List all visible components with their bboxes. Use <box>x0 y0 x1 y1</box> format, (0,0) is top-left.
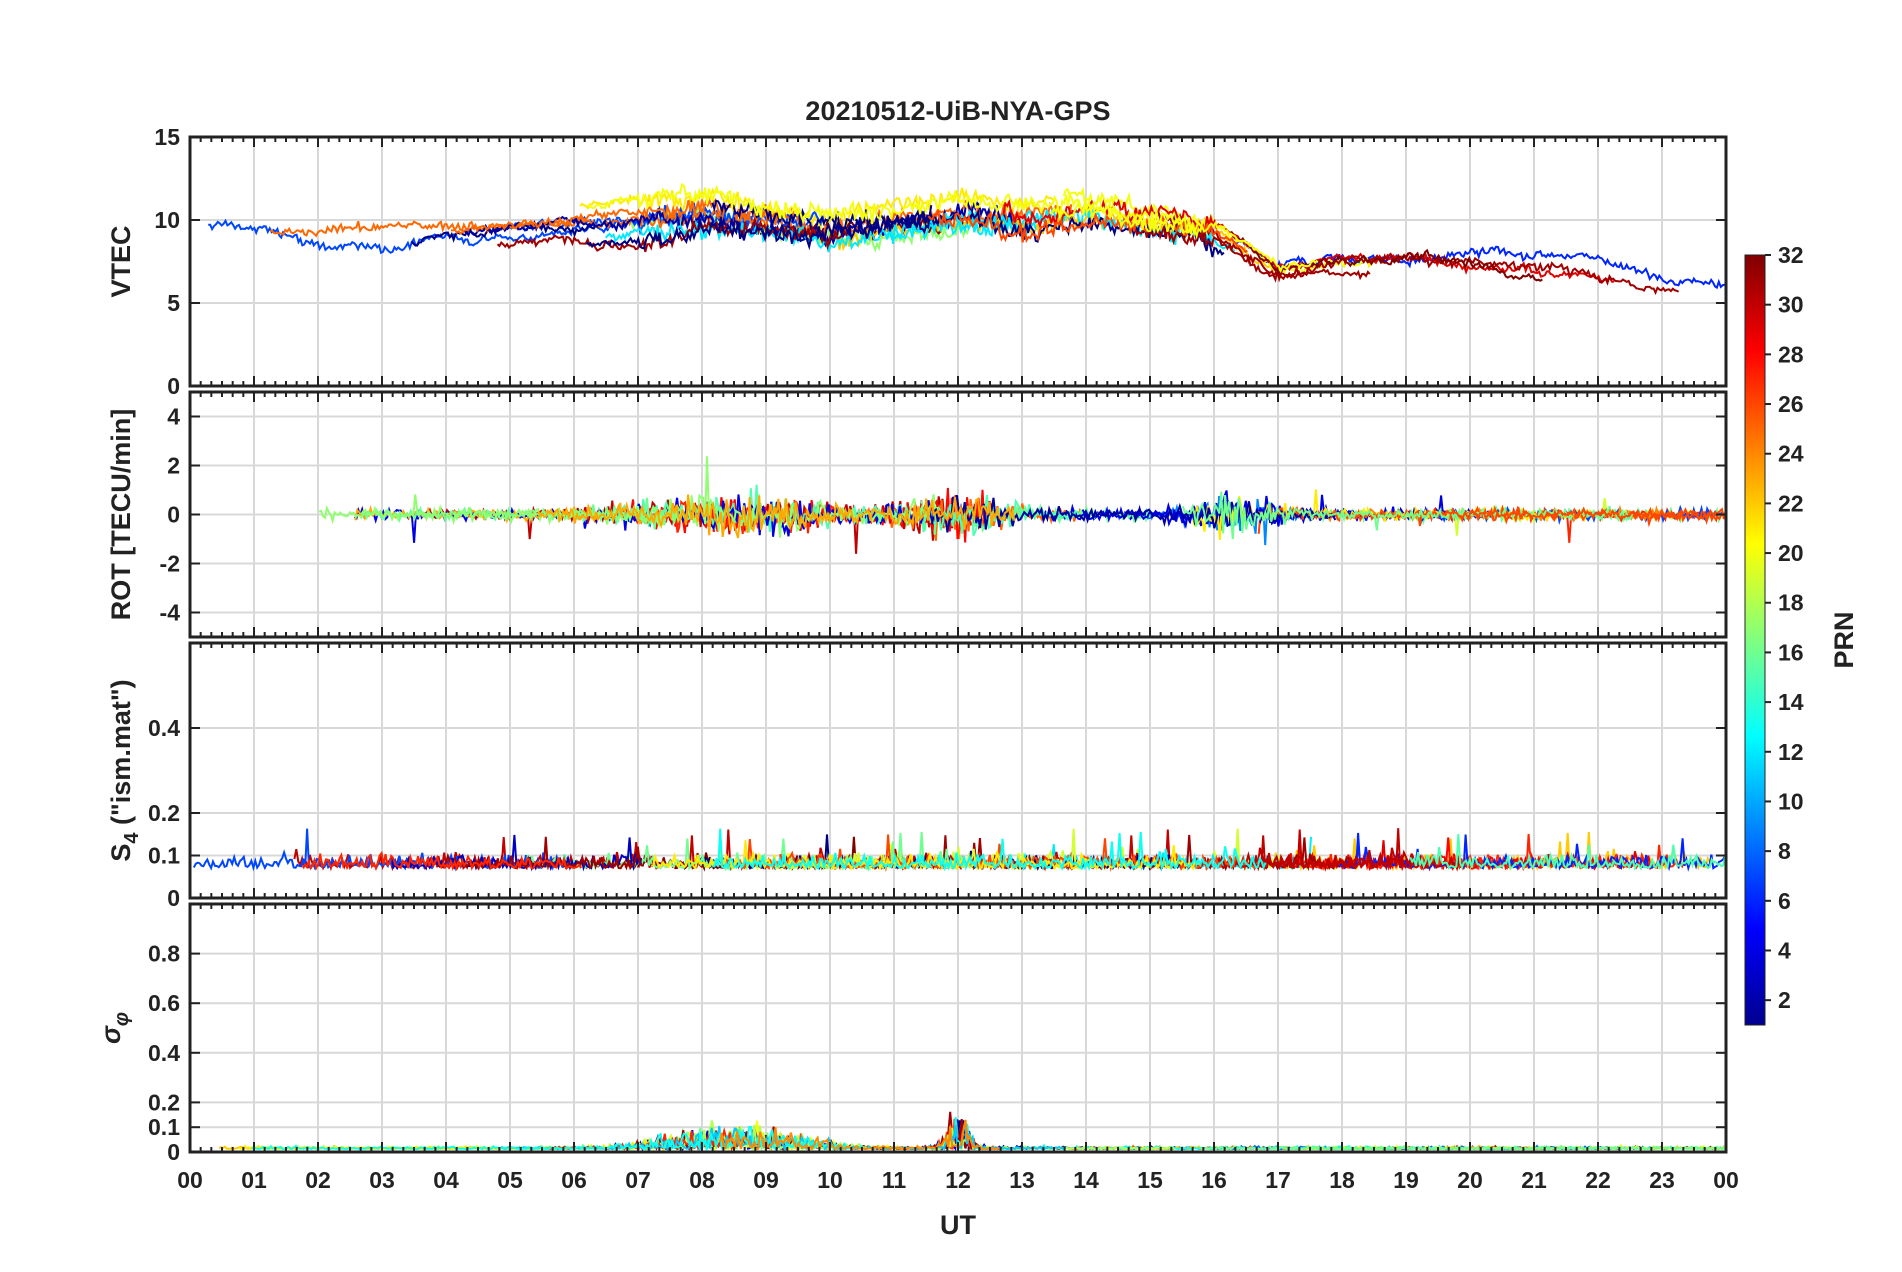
x-tick-label: 04 <box>433 1167 459 1193</box>
colorbar-tick-label: 20 <box>1778 540 1804 566</box>
colorbar-tick-label: 10 <box>1778 788 1804 814</box>
y-axis-label-s4: S4 ("ism.mat") <box>106 679 143 861</box>
trace-prn <box>1230 230 1543 282</box>
x-tick-label: 00 <box>1713 1167 1739 1193</box>
x-tick-label: 13 <box>1009 1167 1035 1193</box>
panel-vtec-traces <box>208 182 1725 296</box>
y-tick-label: 4 <box>167 404 180 430</box>
y-tick-label: 5 <box>167 290 180 316</box>
y-tick-label: 10 <box>154 207 180 233</box>
x-tick-label: 20 <box>1457 1167 1483 1193</box>
trace-prn <box>1409 833 1727 871</box>
colorbar-tick-label: 16 <box>1778 639 1804 665</box>
trace-prn <box>318 456 941 538</box>
x-tick-label: 17 <box>1265 1167 1291 1193</box>
x-tick-label: 01 <box>241 1167 267 1193</box>
colorbar-tick-label: 24 <box>1778 441 1804 467</box>
colorbar-tick-label: 18 <box>1778 590 1804 616</box>
colorbar-label: PRN <box>1829 611 1859 668</box>
trace-prn <box>537 494 1016 539</box>
panel-s4-traces <box>192 828 1727 872</box>
y-tick-label: -2 <box>160 551 180 577</box>
trace-prn <box>302 850 583 872</box>
x-tick-label: 00 <box>177 1167 203 1193</box>
y-tick-label: 0.2 <box>148 1089 180 1115</box>
colorbar-tick-label: 28 <box>1778 341 1804 367</box>
y-tick-label: 0.1 <box>148 843 180 869</box>
x-tick-label: 18 <box>1329 1167 1355 1193</box>
trace-prn <box>859 1120 1191 1151</box>
trace-prn <box>1132 223 1680 296</box>
y-tick-label: 2 <box>167 453 180 479</box>
y-tick-label: 0.4 <box>148 1040 180 1066</box>
colorbar-tick-label: 12 <box>1778 739 1804 765</box>
panel-rot: -4 -2 0 2 4 ROT [TECU/min] <box>106 390 1728 639</box>
colorbar-tick-label: 14 <box>1778 689 1804 715</box>
y-tick-label: 0 <box>167 1139 180 1165</box>
x-tick-label: 16 <box>1201 1167 1227 1193</box>
trace-prn <box>1269 1144 1726 1151</box>
panel-vtec: 0 5 10 15 VTEC <box>106 124 1728 399</box>
panel-s4: 0 0.1 0.2 0.4S4 ("ism.mat") <box>106 641 1728 911</box>
colorbar-tick-label: 26 <box>1778 391 1804 417</box>
trace-prn <box>1049 199 1318 274</box>
colorbar-tick-label: 8 <box>1778 838 1791 864</box>
x-tick-label: 21 <box>1521 1167 1547 1193</box>
y-tick-label: 0 <box>167 502 180 528</box>
trace-prn <box>1440 506 1727 528</box>
colorbar-tick-label: 4 <box>1778 937 1791 963</box>
x-tick-label: 15 <box>1137 1167 1163 1193</box>
trace-prn <box>769 1118 1335 1151</box>
colorbar-tick-label: 22 <box>1778 490 1804 516</box>
panel-sigma_phi: 00.10.2 0.4 0.6 0.8 σφ <box>96 902 1728 1165</box>
y-axis-label-rot: ROT [TECU/min] <box>106 409 136 620</box>
x-axis-label: UT <box>940 1210 976 1240</box>
x-tick-label: 22 <box>1585 1167 1611 1193</box>
figure-title: 20210512-UiB-NYA-GPS <box>805 96 1110 126</box>
panel-rot-traces <box>318 456 1727 554</box>
trace-prn <box>251 1125 864 1153</box>
y-tick-label: 0.1 <box>148 1114 180 1140</box>
x-tick-label: 03 <box>369 1167 395 1193</box>
y-tick-label: 0 <box>167 373 180 399</box>
x-tick-label: 11 <box>882 1167 907 1193</box>
colorbar-tick-label: 30 <box>1778 292 1804 318</box>
y-axis-label-sigma_phi: σφ <box>96 1012 133 1044</box>
y-tick-label: 0.6 <box>148 990 180 1016</box>
colorbar-tick-label: 2 <box>1778 987 1791 1013</box>
x-tick-label: 02 <box>305 1167 331 1193</box>
y-tick-label: 0.8 <box>148 941 180 967</box>
colorbar-tick-label: 6 <box>1778 888 1791 914</box>
y-tick-label: 15 <box>154 124 180 150</box>
x-tick-label: 19 <box>1393 1167 1419 1193</box>
panel-sigma_phi-traces <box>218 1111 1727 1153</box>
x-tick-label: 12 <box>945 1167 971 1193</box>
y-tick-label: 0 <box>167 885 180 911</box>
x-tick-label: 14 <box>1073 1167 1099 1193</box>
x-tick-label: 09 <box>753 1167 779 1193</box>
trace-prn <box>712 828 1267 872</box>
y-tick-label: -4 <box>160 600 181 626</box>
x-tick-label: 23 <box>1649 1167 1675 1193</box>
x-tick-label: 07 <box>625 1167 651 1193</box>
x-tick-label: 05 <box>497 1167 523 1193</box>
x-tick-label: 08 <box>689 1167 715 1193</box>
trace-prn <box>711 199 933 237</box>
y-tick-label: 0.4 <box>148 715 180 741</box>
y-axis-label-vtec: VTEC <box>106 225 136 297</box>
trace-prn <box>920 1117 1444 1152</box>
trace-prn <box>585 208 1225 258</box>
y-tick-label: 0.2 <box>148 800 180 826</box>
x-tick-label: 06 <box>561 1167 587 1193</box>
colorbar-tick-label: 32 <box>1778 242 1804 268</box>
colorbar-gradient <box>1744 254 1766 1026</box>
x-tick-label: 10 <box>817 1167 843 1193</box>
